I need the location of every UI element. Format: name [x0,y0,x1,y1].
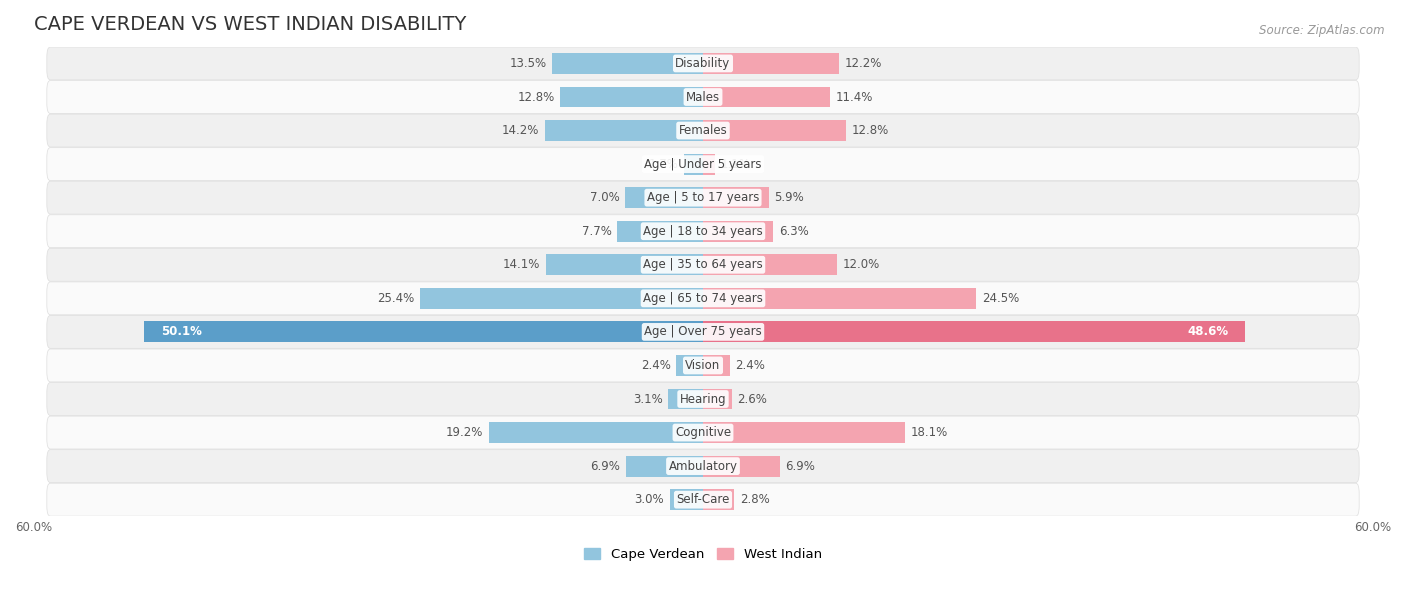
Bar [703,321,1246,342]
Bar [703,221,773,242]
Bar [703,255,837,275]
Text: Disability: Disability [675,57,731,70]
FancyBboxPatch shape [46,114,1360,147]
Bar [703,422,905,443]
Bar [669,489,703,510]
Text: Source: ZipAtlas.com: Source: ZipAtlas.com [1260,24,1385,37]
FancyBboxPatch shape [46,282,1360,315]
Text: 13.5%: 13.5% [509,57,547,70]
Text: Females: Females [679,124,727,137]
FancyBboxPatch shape [46,248,1360,282]
Text: Cognitive: Cognitive [675,426,731,439]
Text: 6.3%: 6.3% [779,225,808,237]
Text: 50.1%: 50.1% [160,326,201,338]
Text: Age | 18 to 34 years: Age | 18 to 34 years [643,225,763,237]
Text: 7.7%: 7.7% [582,225,612,237]
Bar [703,355,730,376]
Text: 2.6%: 2.6% [738,392,768,406]
Text: Age | 65 to 74 years: Age | 65 to 74 years [643,292,763,305]
Text: 12.2%: 12.2% [845,57,882,70]
Bar [703,187,769,208]
FancyBboxPatch shape [46,181,1360,214]
Bar [624,187,703,208]
Text: Age | 35 to 64 years: Age | 35 to 64 years [643,258,763,271]
Bar [703,456,780,477]
Bar [676,355,703,376]
FancyBboxPatch shape [46,47,1360,80]
Text: 14.1%: 14.1% [503,258,540,271]
Bar [489,422,703,443]
Text: 2.4%: 2.4% [735,359,765,372]
Text: Vision: Vision [685,359,721,372]
Text: 6.9%: 6.9% [591,460,620,472]
Text: 2.8%: 2.8% [740,493,769,506]
Bar [553,53,703,74]
Text: CAPE VERDEAN VS WEST INDIAN DISABILITY: CAPE VERDEAN VS WEST INDIAN DISABILITY [34,15,465,34]
FancyBboxPatch shape [46,215,1360,248]
FancyBboxPatch shape [46,349,1360,382]
Text: 6.9%: 6.9% [786,460,815,472]
FancyBboxPatch shape [46,147,1360,181]
Text: Ambulatory: Ambulatory [668,460,738,472]
Bar [544,120,703,141]
Text: 3.0%: 3.0% [634,493,664,506]
Text: 12.8%: 12.8% [517,91,554,103]
Text: Self-Care: Self-Care [676,493,730,506]
Text: 25.4%: 25.4% [377,292,413,305]
FancyBboxPatch shape [46,382,1360,416]
Text: 2.4%: 2.4% [641,359,671,372]
Bar [617,221,703,242]
Legend: Cape Verdean, West Indian: Cape Verdean, West Indian [579,543,827,566]
Bar [703,120,846,141]
Text: 12.0%: 12.0% [842,258,880,271]
Text: Age | Under 5 years: Age | Under 5 years [644,158,762,171]
Text: 7.0%: 7.0% [589,191,619,204]
Bar [560,87,703,107]
Bar [703,389,733,409]
Text: 48.6%: 48.6% [1188,326,1229,338]
Text: Age | Over 75 years: Age | Over 75 years [644,326,762,338]
Bar [419,288,703,308]
Text: Hearing: Hearing [679,392,727,406]
Bar [668,389,703,409]
FancyBboxPatch shape [46,416,1360,449]
Text: Age | 5 to 17 years: Age | 5 to 17 years [647,191,759,204]
Text: 5.9%: 5.9% [775,191,804,204]
Text: 11.4%: 11.4% [835,91,873,103]
FancyBboxPatch shape [46,483,1360,516]
Bar [626,456,703,477]
FancyBboxPatch shape [46,81,1360,113]
Text: 12.8%: 12.8% [852,124,889,137]
Bar [685,154,703,174]
Bar [703,87,830,107]
Text: 1.1%: 1.1% [721,158,751,171]
Text: Males: Males [686,91,720,103]
Bar [703,288,976,308]
FancyBboxPatch shape [46,450,1360,482]
Text: 3.1%: 3.1% [633,392,662,406]
Text: 18.1%: 18.1% [911,426,948,439]
Text: 24.5%: 24.5% [981,292,1019,305]
FancyBboxPatch shape [46,315,1360,348]
Text: 1.7%: 1.7% [648,158,679,171]
Text: 14.2%: 14.2% [502,124,538,137]
Bar [703,53,839,74]
Bar [546,255,703,275]
Bar [143,321,703,342]
Bar [703,154,716,174]
Text: 19.2%: 19.2% [446,426,484,439]
Bar [703,489,734,510]
